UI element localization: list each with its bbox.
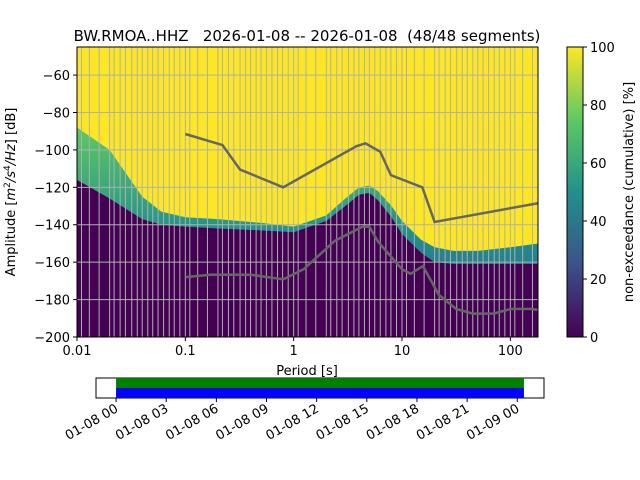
x-tick-label: 10 xyxy=(394,344,411,359)
timeline-tick-label: 01-08 15 xyxy=(314,401,372,443)
y-tick-label: −100 xyxy=(34,144,70,159)
y-label-part: 4 xyxy=(3,165,13,171)
noise-model-curves xyxy=(184,132,538,315)
y-tick-label: −160 xyxy=(34,256,70,271)
y-label-part: 2 xyxy=(3,182,13,188)
x-tick-label: 1 xyxy=(290,344,298,359)
y-label-part: m xyxy=(4,188,19,201)
y-label-part: s xyxy=(4,171,19,178)
colorbar-tick-label: 60 xyxy=(590,157,607,172)
x-tick-label: 100 xyxy=(498,344,523,359)
x-axis: 0.01 0.1 1 10 100 xyxy=(63,337,523,359)
timeline-tick-label: 01-08 06 xyxy=(163,401,221,443)
chart-title: BW.RMOA..HHZ 2026-01-08 -- 2026-01-08 (4… xyxy=(74,27,541,45)
colorbar xyxy=(566,46,584,338)
y-axis-label: Amplitude [m2/s4/Hz] [dB] xyxy=(3,108,19,277)
amplitude-grid-lines xyxy=(77,74,538,337)
coverage-bar xyxy=(116,378,524,388)
y-label-part: / xyxy=(4,176,19,183)
coverage-bar xyxy=(116,388,524,398)
colorbar-tick-label: 20 xyxy=(590,273,607,288)
y-label-part: Hz xyxy=(4,143,19,161)
colorbar-tick-label: 100 xyxy=(590,41,615,56)
y-tick-label: −180 xyxy=(34,294,70,309)
x-axis-label: Period [s] xyxy=(276,364,338,379)
colorbar-label: non-exceedance (cumulative) [%] xyxy=(622,82,637,302)
y-tick-label: −60 xyxy=(43,69,70,84)
noise-model-line xyxy=(185,225,538,315)
timeline-tick-label: 01-08 03 xyxy=(113,401,171,443)
y-tick-label: −140 xyxy=(34,219,70,234)
noise-model-line xyxy=(184,132,538,224)
x-tick-label: 0.01 xyxy=(63,344,92,359)
colorbar-tick-label: 80 xyxy=(590,99,607,114)
colorbar-axis: 0 20 40 60 80 100 xyxy=(583,41,615,346)
timeline-tick-label: 01-08 21 xyxy=(414,401,472,443)
colorbar-tick-label: 0 xyxy=(590,331,598,346)
coverage-bars xyxy=(116,378,524,398)
y-axis: −60 −80 −100 −120 −140 −160 −180 −200 xyxy=(34,69,77,346)
heatmap-area xyxy=(77,47,538,337)
y-label-part: Amplitude [ xyxy=(4,201,19,277)
heatmap-zero-region xyxy=(77,179,538,337)
timeline-tick-label: 01-08 12 xyxy=(264,401,322,443)
timeline-tick-label: 01-08 00 xyxy=(63,401,121,443)
timeline-tick-label: 01-08 18 xyxy=(364,401,422,443)
y-label-part: / xyxy=(4,159,19,166)
y-tick-label: −80 xyxy=(43,106,70,121)
timeline-tick-label: 01-09 00 xyxy=(464,401,522,443)
y-tick-label: −120 xyxy=(34,181,70,196)
plot-frame xyxy=(76,46,539,338)
x-tick-label: 0.1 xyxy=(175,344,196,359)
colorbar-tick-label: 40 xyxy=(590,215,607,230)
y-tick-label: −200 xyxy=(34,331,70,346)
period-grid-lines xyxy=(80,47,533,337)
timeline-tick-label: 01-08 09 xyxy=(213,401,271,443)
y-label-part: ] [dB] xyxy=(4,108,19,145)
